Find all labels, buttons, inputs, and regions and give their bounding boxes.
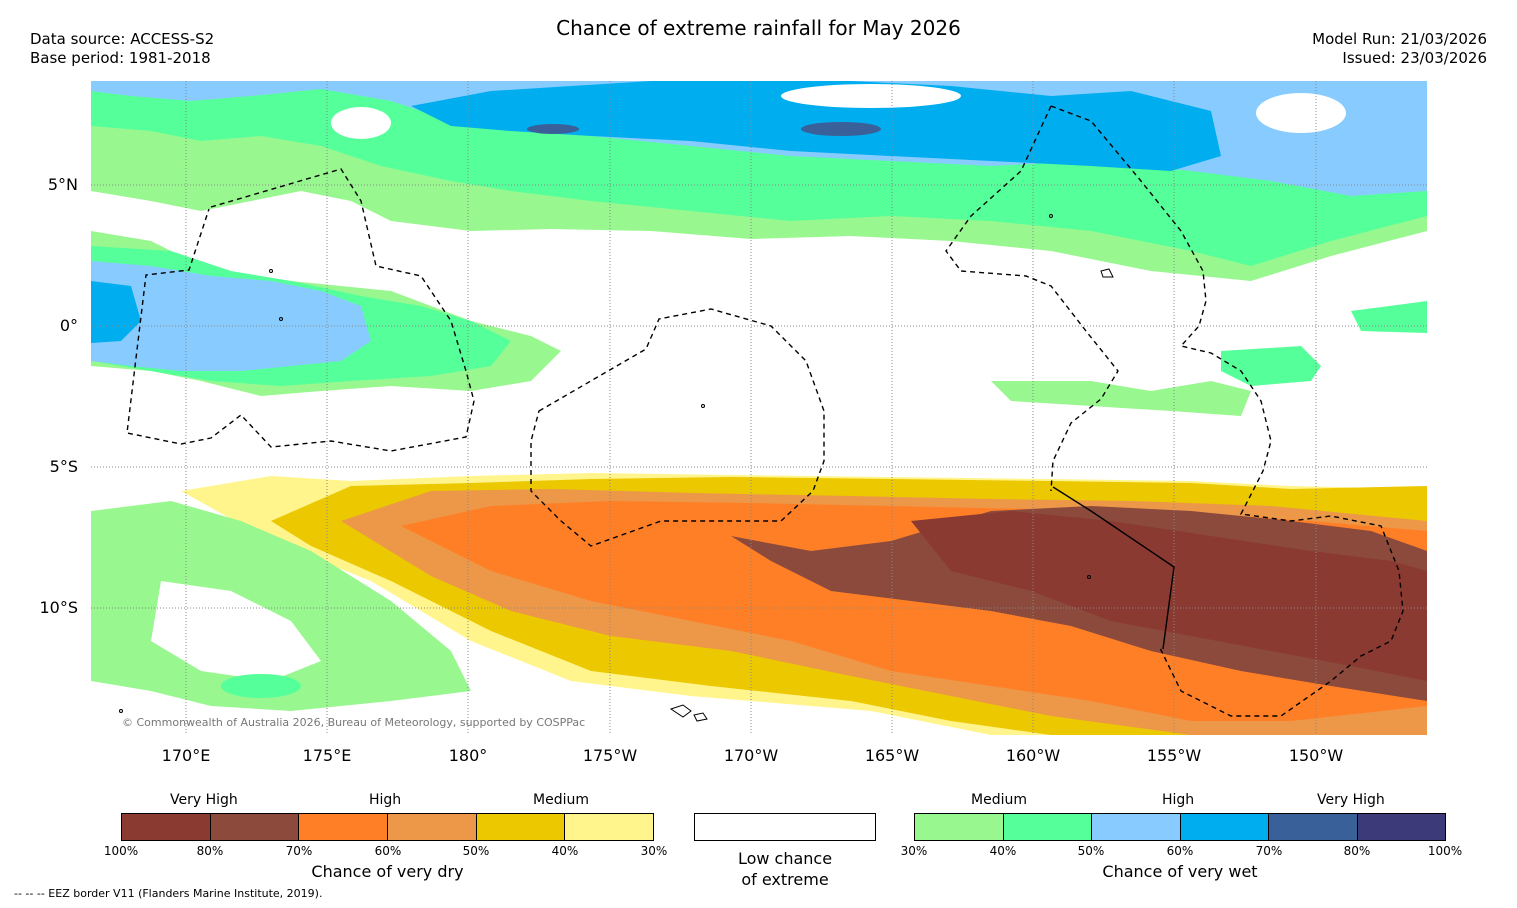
legend-dry-swatch-80 (210, 814, 300, 840)
eez-borders (126, 105, 1404, 717)
legend-dry-swatch-70 (299, 814, 389, 840)
island-samoa-upolu (669, 704, 692, 718)
legend-dry-colorbar (121, 813, 654, 841)
legend-wet-swatch-30 (915, 814, 1004, 840)
lon-label-180: 180° (448, 746, 488, 765)
legend-dry-tick-70: 70% (285, 844, 313, 858)
island-dot-3 (701, 404, 705, 408)
north-darkblue-patch-2 (801, 122, 881, 136)
base-period: Base period: 1981-2018 (30, 49, 211, 67)
legend-dry-title: Chance of very dry (311, 862, 464, 881)
legend-wet-tick-60: 60% (1166, 844, 1194, 858)
graticule (91, 81, 1427, 735)
legend-neutral-line-2: of extreme (741, 870, 829, 889)
legend-dry-header-high: High (369, 792, 402, 808)
legend-wet-swatch-80 (1357, 814, 1445, 840)
map-title: Chance of extreme rainfall for May 2026 (556, 16, 961, 40)
south-darkbrown-core (911, 511, 1427, 681)
legend-wet-swatch-50 (1092, 814, 1181, 840)
legend-dry-tick-60: 60% (374, 844, 402, 858)
north-darkblue-patch-1 (527, 124, 579, 134)
island-dot-4 (1049, 214, 1053, 218)
legend-dry-tick-40: 40% (551, 844, 579, 858)
legend-wet-swatch-40 (1003, 814, 1092, 840)
legend-dry-tick-100: 100% (103, 844, 139, 858)
island-dot-6 (119, 709, 123, 713)
legend-dry-swatch-100 (122, 814, 211, 840)
legend-wet-tick-40: 40% (989, 844, 1017, 858)
island-dot-5 (1087, 575, 1091, 579)
meta-left: Data source: ACCESS-S2 Base period: 1981… (30, 30, 214, 68)
southwest-mint-patch (221, 674, 301, 698)
legend-neutral-line-1: Low chance (737, 849, 833, 868)
legend-dry-tick-80: 80% (196, 844, 224, 858)
map-canvas (91, 81, 1427, 735)
lon-label-150w: 150°W (1288, 746, 1344, 765)
islands (119, 214, 1114, 722)
legend-dry-tick-30: 30% (640, 844, 668, 858)
legend-wet-swatch-70 (1269, 814, 1358, 840)
lat-label-10s: 10°S (39, 598, 78, 617)
legend-wet-swatch-60 (1180, 814, 1269, 840)
east-equator-green-patch (991, 381, 1251, 416)
eez-tokelau (530, 308, 825, 547)
lon-label-165w: 165°W (864, 746, 920, 765)
eez-phoenix (945, 105, 1119, 492)
equator-blue-region (91, 281, 141, 343)
equator-lightblue-region (91, 261, 371, 371)
north-white-patch-1 (331, 107, 391, 139)
island-samoa-savaii (693, 712, 708, 722)
southwest-white-patch (151, 581, 321, 681)
north-white-patch-2 (1256, 93, 1346, 133)
legend-dry-header-very-high: Very High (170, 792, 238, 808)
lon-label-170e: 170°E (161, 746, 211, 765)
legend-dry-header-medium: Medium (533, 792, 589, 808)
lat-label-5n: 5°N (47, 175, 78, 194)
legend-wet-tick-70: 70% (1255, 844, 1283, 858)
data-source: Data source: ACCESS-S2 (30, 30, 215, 48)
legend-wet-header-high: High (1162, 792, 1195, 808)
lon-label-155w: 155°W (1146, 746, 1202, 765)
lat-label-5s: 5°S (49, 457, 78, 476)
lon-label-175e: 175°E (302, 746, 352, 765)
issued-date: Issued: 23/03/2026 (1342, 49, 1487, 67)
island-dot-2 (279, 317, 283, 321)
legend-wet-tick-30: 30% (900, 844, 928, 858)
island-dot-1 (269, 269, 273, 273)
copyright-notice: © Commonwealth of Australia 2026, Bureau… (122, 716, 586, 729)
lon-label-175w: 175°W (582, 746, 638, 765)
maritime-boundary-solid (1052, 486, 1175, 650)
legend-neutral-swatch (694, 813, 876, 841)
model-run: Model Run: 21/03/2026 (1312, 30, 1487, 48)
meta-right: Model Run: 21/03/2026 Issued: 23/03/2026 (1312, 30, 1487, 68)
island-kiritimati (1100, 268, 1114, 278)
lon-label-160w: 160°W (1005, 746, 1061, 765)
eez-footnote: -- -- -- EEZ border V11 (Flanders Marine… (14, 887, 323, 900)
rainfall-map (91, 81, 1427, 735)
legend-wet-title: Chance of very wet (1102, 862, 1258, 881)
legend-wet-header-medium: Medium (971, 792, 1027, 808)
legend-dry-swatch-50 (476, 814, 566, 840)
legend-neutral: Low chance of extreme (694, 813, 876, 890)
legend-wet-colorbar (914, 813, 1446, 841)
legend-dry-tick-50: 50% (462, 844, 490, 858)
east-edge-mint-patch (1351, 301, 1427, 333)
legend-wet-header-very-high: Very High (1317, 792, 1385, 808)
north-white-patch-3 (781, 84, 961, 108)
lat-label-0: 0° (59, 316, 78, 335)
east-equator-mint-patch (1221, 346, 1321, 386)
legend-wet-tick-50: 50% (1077, 844, 1105, 858)
legend-dry-swatch-60 (388, 814, 477, 840)
eez-kiribati-line (1050, 105, 1404, 717)
legend-wet-tick-100: 100% (1427, 844, 1463, 858)
legend-wet-tick-80: 80% (1343, 844, 1371, 858)
lon-label-170w: 170°W (723, 746, 779, 765)
legend-dry-swatch-40 (565, 814, 654, 840)
